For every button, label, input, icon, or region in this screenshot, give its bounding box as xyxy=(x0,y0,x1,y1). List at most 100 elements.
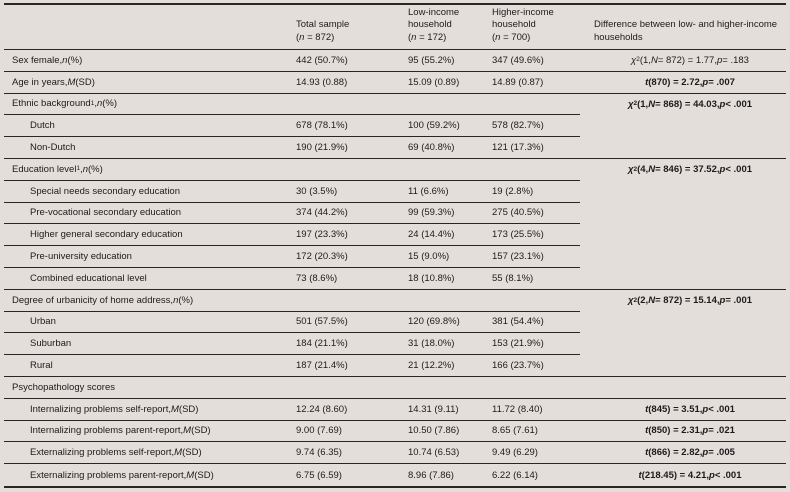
total-sample-value xyxy=(296,377,408,398)
table-row: Externalizing problems parent-report, M … xyxy=(4,464,786,486)
total-sample-value: 197 (23.3%) xyxy=(296,224,408,247)
column-subtitle: (n = 700) xyxy=(492,31,531,43)
table-row: Suburban 184 (21.1%) 31 (18.0%) 153 (21.9%) xyxy=(4,333,786,356)
low-income-value: 100 (59.2%) xyxy=(408,115,492,138)
low-income-value xyxy=(408,94,492,116)
difference-statistic xyxy=(580,377,786,398)
low-income-value xyxy=(408,377,492,398)
low-income-value: 15.09 (0.89) xyxy=(408,76,460,88)
low-income-value: 10.74 (6.53) xyxy=(408,447,460,459)
total-sample-value xyxy=(296,159,408,181)
total-sample-value xyxy=(296,290,408,312)
table-row: Special needs secondary education 30 (3.5… xyxy=(4,181,786,203)
row-label: Internalizing problems self-report, M (S… xyxy=(30,403,199,415)
higher-income-value: 9.49 (6.29) xyxy=(492,447,538,459)
table-row: Rural 187 (21.4%) 21 (12.2%) 166 (23.7%) xyxy=(4,355,786,377)
difference-statistic xyxy=(580,312,786,334)
difference-statistic xyxy=(580,224,786,246)
difference-statistic xyxy=(580,355,786,376)
difference-statistic: t (850) = 2.31, p = .021 xyxy=(645,425,735,437)
total-sample-value: 678 (78.1%) xyxy=(296,115,408,138)
table-row: Internalizing problems parent-report, M … xyxy=(4,421,786,443)
difference-statistic xyxy=(580,137,786,158)
low-income-value xyxy=(408,159,492,181)
column-title: Low-income household xyxy=(408,6,460,31)
table-row: Dutch 678 (78.1%) 100 (59.2%) 578 (82.7%) xyxy=(4,115,786,138)
row-label: Pre-vocational secondary education xyxy=(4,203,296,225)
row-label: Combined educational level xyxy=(30,272,147,284)
higher-income-value: 157 (23.1%) xyxy=(492,246,580,268)
total-sample-value xyxy=(296,94,408,116)
higher-income-value: 347 (49.6%) xyxy=(492,54,544,66)
column-subtitle: (n = 872) xyxy=(296,31,335,43)
table-row: Pre-university education 172 (20.3%) 15 (9… xyxy=(4,246,786,268)
higher-income-value xyxy=(492,290,580,312)
difference-statistic: t (218.45) = 4.21, p < .001 xyxy=(638,469,742,481)
higher-income-value: 8.65 (7.61) xyxy=(492,425,538,437)
row-label: Non-Dutch xyxy=(30,142,76,154)
difference-statistic xyxy=(580,333,786,355)
low-income-value: 18 (10.8%) xyxy=(408,272,455,284)
low-income-value: 10.50 (7.86) xyxy=(408,425,460,437)
row-label: Urban xyxy=(4,312,296,334)
higher-income-value xyxy=(492,159,580,181)
total-sample-value: 190 (21.9%) xyxy=(296,142,348,154)
higher-income-value: 11.72 (8.40) xyxy=(492,403,543,415)
higher-income-value: 173 (25.5%) xyxy=(492,224,580,247)
header-low-income: Low-income household (n = 172) xyxy=(408,5,492,49)
total-sample-value: 172 (20.3%) xyxy=(296,246,408,268)
row-label: Pre-university education xyxy=(4,246,296,268)
table-row: Education level 1, n (%) χ 2 (4, N = 846) =… xyxy=(4,159,786,181)
higher-income-value: 275 (40.5%) xyxy=(492,203,580,225)
row-label: Internalizing problems parent-report, M … xyxy=(30,425,211,437)
low-income-value: 95 (55.2%) xyxy=(408,54,455,66)
row-label: Special needs secondary education xyxy=(4,181,296,203)
higher-income-value xyxy=(492,377,580,398)
column-title: Higher-income household xyxy=(492,6,554,31)
header-empty-cell xyxy=(4,5,296,49)
table-row: Age in years, M (SD) 14.93 (0.88) 15.09 (0… xyxy=(4,72,786,94)
header-total-sample: Total sample (n = 872) xyxy=(296,5,408,49)
total-sample-value: 442 (50.7%) xyxy=(296,54,348,66)
table-row: Externalizing problems self-report, M (S… xyxy=(4,442,786,465)
low-income-value: 24 (14.4%) xyxy=(408,224,492,247)
higher-income-value: 153 (21.9%) xyxy=(492,333,580,356)
low-income-value: 14.31 (9.11) xyxy=(408,403,459,415)
low-income-value: 31 (18.0%) xyxy=(408,333,492,356)
row-label: Suburban xyxy=(4,333,296,356)
higher-income-value: 121 (17.3%) xyxy=(492,142,544,154)
row-label: Rural xyxy=(30,360,53,372)
row-label: Ethnic background 1, n (%) xyxy=(4,94,296,116)
row-label: Degree of urbanicity of home address, n … xyxy=(4,290,296,312)
row-label: Psychopathology scores xyxy=(12,381,115,393)
higher-income-value: 19 (2.8%) xyxy=(492,181,580,203)
total-sample-value: 184 (21.1%) xyxy=(296,333,408,356)
total-sample-value: 374 (44.2%) xyxy=(296,203,408,225)
difference-statistic: t (866) = 2.82, p = .005 xyxy=(645,447,735,459)
table-header-row: Total sample (n = 872) Low-income househ… xyxy=(4,5,786,50)
header-difference: Difference between low- and higher-incom… xyxy=(580,5,786,49)
row-label: Sex female, n (%) xyxy=(12,54,83,66)
descriptive-statistics-table: Total sample (n = 872) Low-income househ… xyxy=(4,3,786,488)
low-income-value: 21 (12.2%) xyxy=(408,360,455,372)
total-sample-value: 501 (57.5%) xyxy=(296,312,408,334)
higher-income-value: 578 (82.7%) xyxy=(492,115,580,138)
difference-statistic xyxy=(580,181,786,203)
difference-statistic xyxy=(580,203,786,225)
table-row: Psychopathology scores xyxy=(4,377,786,399)
higher-income-value xyxy=(492,94,580,116)
column-subtitle: (n = 172) xyxy=(408,31,447,43)
higher-income-value: 14.89 (0.87) xyxy=(492,76,544,88)
total-sample-value: 30 (3.5%) xyxy=(296,181,408,203)
table-row: Non-Dutch 190 (21.9%) 69 (40.8%) 121 (17.3%… xyxy=(4,137,786,159)
column-title: Difference between low- and higher-incom… xyxy=(594,19,778,43)
total-sample-value: 9.00 (7.69) xyxy=(296,425,342,437)
low-income-value: 15 (9.0%) xyxy=(408,246,492,268)
difference-statistic: t (845) = 3.51, p < .001 xyxy=(645,403,735,415)
low-income-value xyxy=(408,290,492,312)
